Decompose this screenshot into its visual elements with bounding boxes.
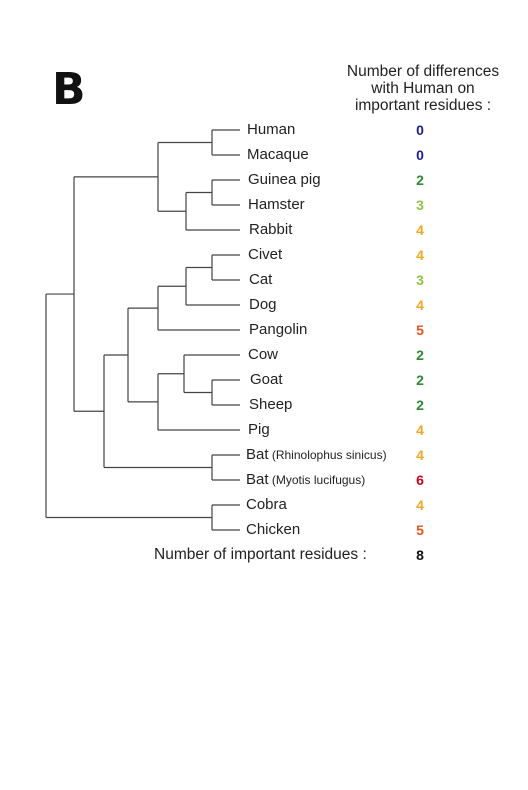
difference-count: 4 — [416, 247, 424, 263]
difference-count: 4 — [416, 422, 424, 438]
difference-count: 5 — [416, 322, 424, 338]
difference-count: 0 — [416, 147, 424, 163]
species-label: Civet — [248, 246, 282, 264]
species-name: Chicken — [246, 521, 301, 538]
species-name: Goat — [250, 371, 283, 388]
difference-count: 2 — [416, 372, 424, 388]
difference-count: 2 — [416, 347, 424, 363]
species-label: Pangolin — [249, 321, 307, 339]
species-label: Chicken — [246, 521, 300, 539]
difference-count: 4 — [416, 497, 424, 513]
species-label: Pig — [248, 421, 270, 439]
species-label: Cow — [248, 346, 278, 364]
difference-count: 2 — [416, 172, 424, 188]
species-label: Hamster — [248, 196, 305, 214]
species-label: Rabbit — [249, 221, 292, 239]
species-label: Bat (Myotis lucifugus) — [246, 471, 365, 489]
panel-letter: B — [52, 64, 86, 115]
important-residues-label: Number of important residues : — [154, 546, 367, 563]
species-name: Cobra — [246, 496, 287, 513]
species-label: Bat (Rhinolophus sinicus) — [246, 446, 387, 464]
header-line-1: Number of differences — [346, 63, 500, 80]
species-label: Cat — [249, 271, 272, 289]
difference-count: 5 — [416, 522, 424, 538]
species-name: Cow — [248, 346, 279, 363]
species-name: Dog — [249, 296, 277, 313]
species-name: Cat — [249, 271, 273, 288]
species-name: Pig — [248, 421, 270, 438]
species-label: Guinea pig — [248, 171, 321, 189]
difference-count: 0 — [416, 122, 424, 138]
difference-count: 4 — [416, 222, 424, 238]
species-name: Civet — [248, 246, 283, 263]
species-name: Rabbit — [249, 221, 293, 238]
difference-count: 4 — [416, 447, 424, 463]
species-label: Cobra — [246, 496, 287, 514]
difference-count: 6 — [416, 472, 424, 488]
species-label: Macaque — [247, 146, 309, 164]
species-name: Bat — [246, 471, 269, 488]
species-detail: (Rhinolophus sinicus) — [268, 448, 387, 462]
species-label: Sheep — [249, 396, 292, 414]
species-name: Macaque — [247, 146, 309, 163]
species-name: Sheep — [249, 396, 293, 413]
species-name: Bat — [246, 446, 269, 463]
species-label: Human — [247, 121, 295, 139]
species-name: Guinea pig — [248, 171, 321, 188]
important-residues-value: 8 — [416, 547, 424, 563]
header-line-3: important residues : — [354, 97, 492, 114]
difference-count: 3 — [416, 272, 424, 288]
difference-count: 2 — [416, 397, 424, 413]
species-name: Human — [247, 121, 296, 138]
differences-column-header: Number of differences with Human on impo… — [333, 63, 513, 114]
species-label: Goat — [250, 371, 283, 389]
header-line-2: with Human on — [371, 80, 475, 97]
difference-count: 3 — [416, 197, 424, 213]
species-detail: (Myotis lucifugus) — [268, 473, 366, 487]
species-label: Dog — [249, 296, 277, 314]
difference-count: 4 — [416, 297, 424, 313]
species-name: Pangolin — [249, 321, 308, 338]
species-name: Hamster — [248, 196, 305, 213]
